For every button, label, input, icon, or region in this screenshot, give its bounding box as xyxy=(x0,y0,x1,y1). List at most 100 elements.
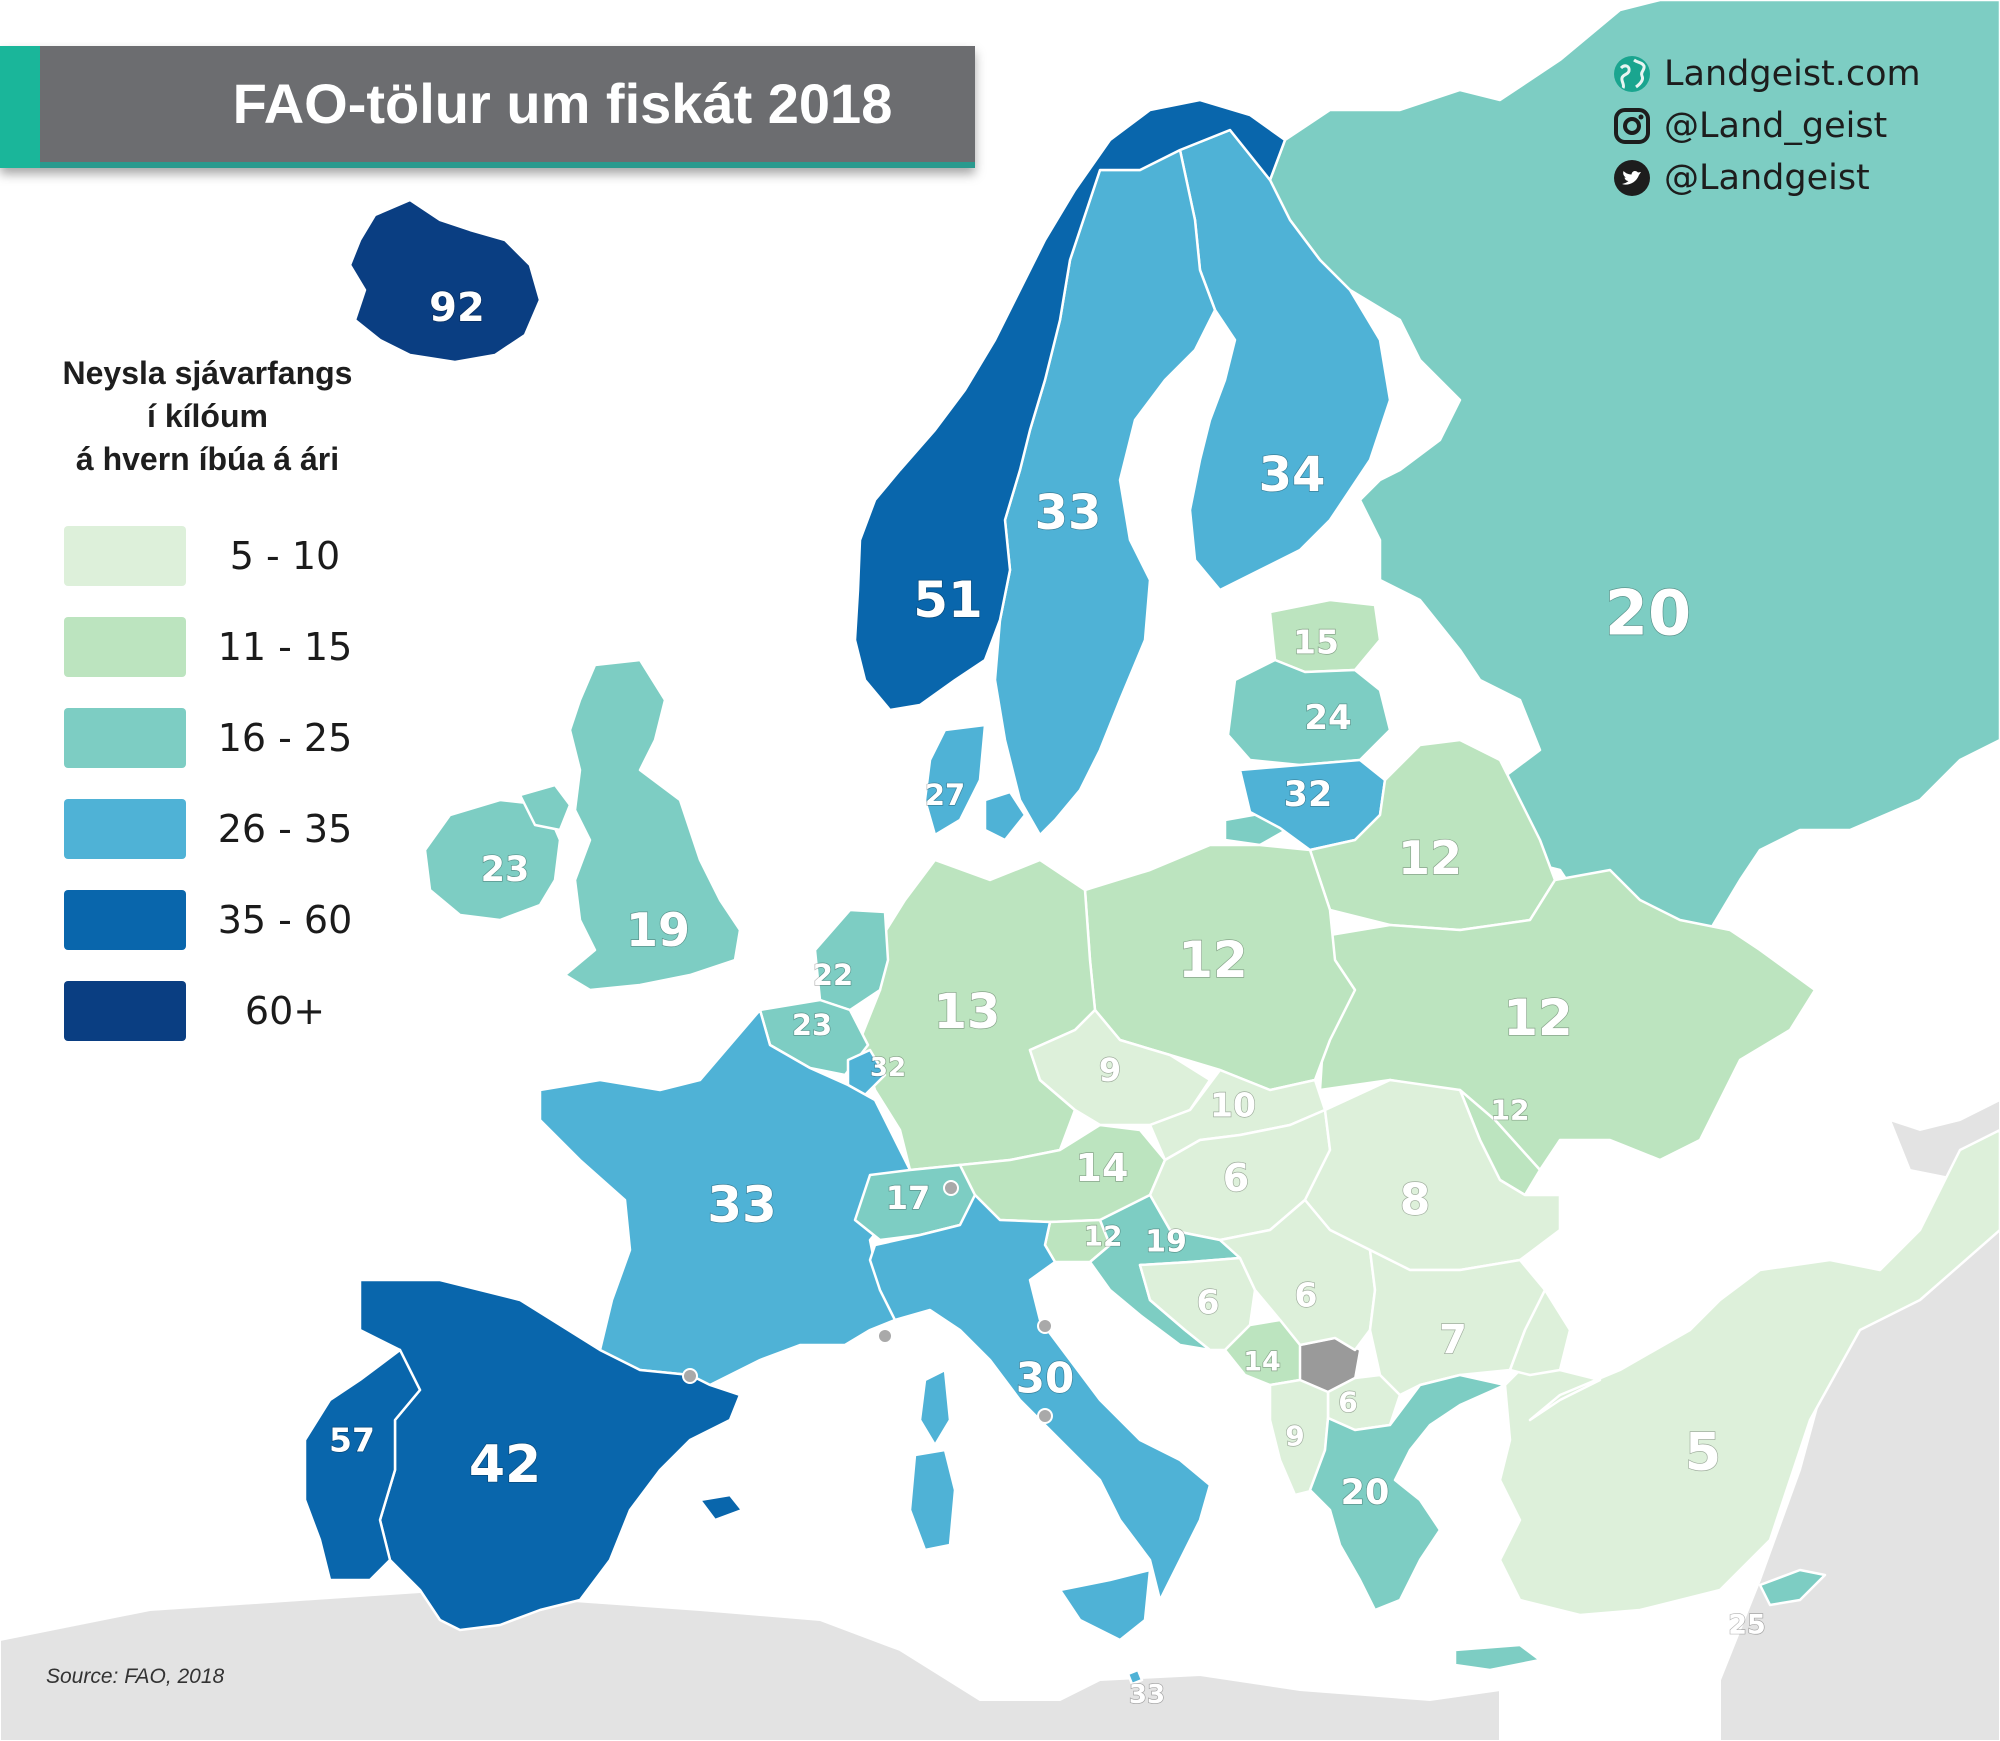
value-label-north-macedonia: 6 xyxy=(1338,1386,1357,1419)
value-label-malta: 33 xyxy=(1129,1680,1165,1710)
region-sweden xyxy=(993,148,1217,837)
value-label-slovenia: 12 xyxy=(1084,1220,1123,1253)
value-label-czechia: 9 xyxy=(1099,1051,1121,1089)
region-serbia xyxy=(1218,1198,1377,1352)
region-turkey-thrace xyxy=(1508,1288,1572,1377)
region-uk xyxy=(563,658,742,992)
value-label-ukraine: 12 xyxy=(1503,989,1573,1047)
value-label-sweden: 33 xyxy=(1035,485,1102,541)
region-crete xyxy=(1453,1643,1542,1672)
legend-title-line: á hvern íbúa á ári xyxy=(75,441,340,477)
legend-label: 60+ xyxy=(244,989,326,1033)
source-note: Source: FAO, 2018 xyxy=(46,1665,225,1688)
legend-label: 11 - 15 xyxy=(217,625,353,669)
value-label-greece: 20 xyxy=(1341,1473,1390,1513)
legend-swatch-35-60 xyxy=(64,890,186,950)
brand-site-row: Landgeist.com xyxy=(1612,48,1992,100)
region-iceland xyxy=(348,198,542,364)
value-label-ireland: 23 xyxy=(481,850,530,890)
value-labels: 92 51 33 34 20 15 24 32 27 23 19 22 23 32 13 12 12 12 12 9 1… xyxy=(328,284,1766,1710)
legend-label: 16 - 25 xyxy=(217,716,353,760)
region-norway xyxy=(853,98,1287,712)
value-label-luxembourg: 32 xyxy=(870,1053,906,1083)
value-label-lithuania: 32 xyxy=(1284,775,1333,815)
value-label-croatia: 19 xyxy=(1145,1225,1187,1260)
legend-swatch-5-10 xyxy=(64,526,186,586)
brand-instagram: @Land_geist xyxy=(1664,106,1888,146)
value-label-moldova: 12 xyxy=(1491,1094,1530,1127)
globe-icon xyxy=(1612,54,1652,94)
value-label-estonia: 15 xyxy=(1293,623,1339,662)
region-balearic xyxy=(698,1493,744,1522)
value-label-spain: 42 xyxy=(469,1435,541,1495)
legend-swatch-26-35 xyxy=(64,799,186,859)
brand-site: Landgeist.com xyxy=(1664,54,1921,94)
title-underline xyxy=(40,162,975,168)
value-label-uk: 19 xyxy=(626,903,690,957)
region-italy xyxy=(868,1193,1212,1602)
instagram-icon xyxy=(1612,106,1652,146)
brand-instagram-row: @Land_geist xyxy=(1612,100,1992,152)
legend-title-line: í kílóum xyxy=(147,398,268,434)
value-label-albania: 9 xyxy=(1285,1420,1304,1453)
value-label-turkey: 5 xyxy=(1685,1423,1721,1483)
legend-label: 26 - 35 xyxy=(217,807,353,851)
region-portugal xyxy=(303,1348,422,1582)
region-latvia xyxy=(1226,658,1392,767)
legend-swatch-60-plus xyxy=(64,981,186,1041)
region-sicily xyxy=(1058,1568,1152,1642)
value-label-slovakia: 10 xyxy=(1210,1086,1256,1125)
city-dot xyxy=(1037,1318,1053,1334)
value-label-portugal: 57 xyxy=(329,1421,375,1460)
region-denmark xyxy=(923,723,987,837)
region-finland xyxy=(1178,128,1392,592)
city-dot xyxy=(877,1328,893,1344)
brand-twitter-row: @Landgeist xyxy=(1612,152,1992,204)
legend-title: Neysla sjávarfangs í kílóum á hvern íbúa… xyxy=(30,352,385,481)
city-dot xyxy=(682,1368,698,1384)
region-belarus xyxy=(1308,738,1557,932)
region-luxembourg xyxy=(846,1048,887,1097)
title-accent-stripe xyxy=(0,46,40,168)
region-turkey xyxy=(1498,1128,2000,1617)
value-label-norway: 51 xyxy=(913,571,983,629)
value-label-austria: 14 xyxy=(1076,1146,1129,1190)
value-label-belarus: 12 xyxy=(1398,831,1462,885)
legend-label: 35 - 60 xyxy=(217,898,353,942)
value-label-poland: 12 xyxy=(1178,931,1248,989)
value-label-switzerland: 17 xyxy=(886,1179,931,1217)
value-label-romania: 8 xyxy=(1400,1175,1431,1226)
legend-swatch-11-15 xyxy=(64,617,186,677)
value-label-latvia: 24 xyxy=(1304,698,1351,738)
value-label-cyprus: 25 xyxy=(1728,1610,1766,1641)
region-denmark-islands xyxy=(983,790,1027,842)
region-cyprus xyxy=(1758,1568,1827,1607)
region-sardinia xyxy=(908,1448,957,1552)
legend-title-line: Neysla sjávarfangs xyxy=(62,355,353,391)
legend-label: 5 - 10 xyxy=(229,534,341,578)
brand-twitter: @Landgeist xyxy=(1664,158,1870,198)
value-label-italy: 30 xyxy=(1016,1354,1074,1403)
value-label-bulgaria: 7 xyxy=(1439,1317,1467,1363)
value-label-belgium: 23 xyxy=(792,1008,832,1042)
region-malta xyxy=(1126,1668,1144,1686)
region-greece xyxy=(1308,1373,1507,1612)
region-northern-ireland xyxy=(518,783,572,832)
region-france xyxy=(538,1008,912,1387)
value-label-netherlands: 22 xyxy=(813,958,853,992)
value-label-montenegro: 14 xyxy=(1243,1347,1281,1378)
city-dot xyxy=(943,1180,959,1196)
title-banner: FAO-tölur um fiskát 2018 xyxy=(0,46,975,168)
legend-swatch-16-25 xyxy=(64,708,186,768)
value-label-finland: 34 xyxy=(1259,447,1326,503)
north-africa-land xyxy=(0,1588,1501,1741)
value-label-serbia: 6 xyxy=(1295,1276,1318,1315)
value-label-france: 33 xyxy=(707,1176,777,1234)
page-title: FAO-tölur um fiskát 2018 xyxy=(232,72,893,135)
value-label-germany: 13 xyxy=(934,984,1001,1040)
brand-block: Landgeist.com @Land_geist @Landgeist xyxy=(1612,48,1992,204)
value-label-iceland: 92 xyxy=(429,285,485,331)
value-label-bosnia: 6 xyxy=(1197,1283,1220,1322)
